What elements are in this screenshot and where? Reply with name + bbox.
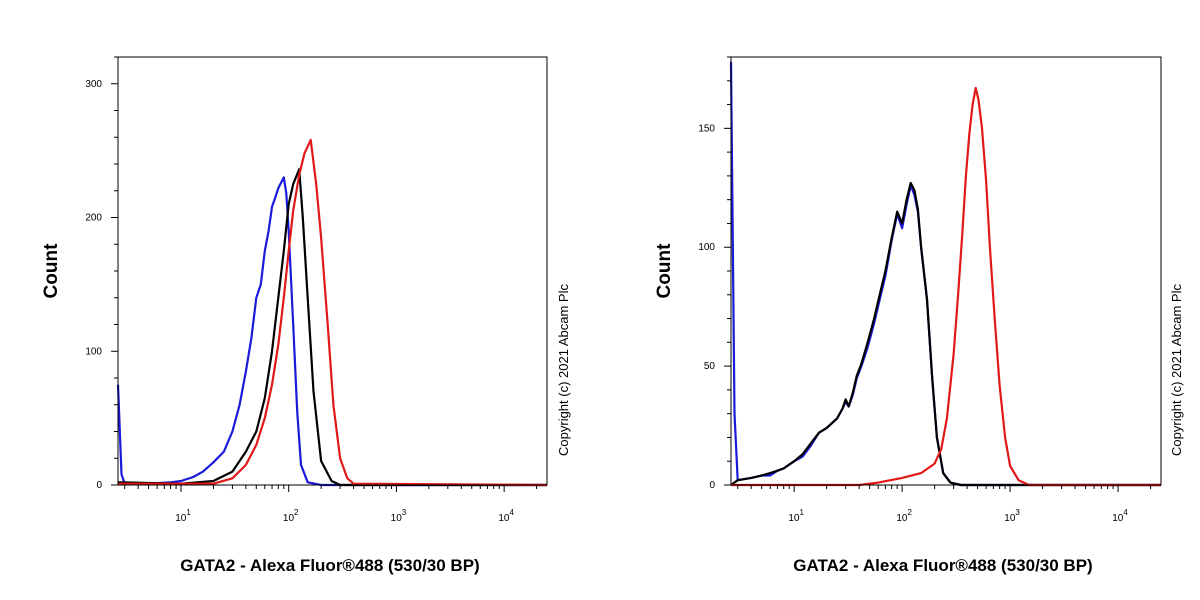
histogram-series-2 bbox=[730, 181, 1161, 487]
x-tick-label-base: 10 bbox=[391, 513, 403, 524]
copyright-notice-1: Copyright (c) 2021 Abcam Plc bbox=[556, 284, 571, 456]
histogram-series-1 bbox=[116, 176, 547, 487]
series-layer-2 bbox=[729, 61, 1161, 487]
x-axis-title-1: GATA2 - Alexa Fluor®488 (530/30 BP) bbox=[180, 556, 479, 575]
x-tick-label-base: 10 bbox=[896, 513, 908, 524]
x-tick-label-base: 10 bbox=[498, 513, 510, 524]
y-tick-label: 150 bbox=[698, 123, 715, 134]
x-axis-title-2: GATA2 - Alexa Fluor®488 (530/30 BP) bbox=[793, 556, 1092, 575]
x-tick-label: 101 bbox=[788, 508, 804, 524]
x-tick-label-exponent: 3 bbox=[1015, 508, 1020, 517]
histogram-series-2 bbox=[117, 168, 547, 487]
y-tick-label: 100 bbox=[698, 242, 715, 253]
x-tick-label-base: 10 bbox=[1112, 513, 1124, 524]
y-axis-title-2: Count bbox=[654, 243, 675, 299]
x-tick-label: 101 bbox=[175, 508, 191, 524]
x-tick-label-exponent: 2 bbox=[907, 508, 912, 517]
copyright-notice-2: Copyright (c) 2021 Abcam Plc bbox=[1169, 284, 1184, 456]
x-tick-label-exponent: 4 bbox=[509, 508, 514, 517]
x-tick-label-exponent: 4 bbox=[1123, 508, 1128, 517]
y-ticks-2: 0 50 100 150 bbox=[698, 56, 731, 491]
x-tick-label: 104 bbox=[498, 508, 514, 524]
histogram-series-3 bbox=[731, 86, 1161, 487]
y-tick-label: 0 bbox=[709, 480, 715, 491]
x-tick-label: 103 bbox=[391, 508, 407, 524]
plot-frame-1 bbox=[117, 56, 548, 486]
y-tick-label: 50 bbox=[704, 361, 716, 372]
histogram-series-3 bbox=[118, 138, 548, 487]
y-ticks-1: 0 100 200 300 bbox=[85, 56, 118, 491]
x-tick-label: 103 bbox=[1004, 508, 1020, 524]
y-axis-title-1: Count bbox=[41, 243, 62, 299]
x-tick-label: 102 bbox=[283, 508, 299, 524]
x-tick-label-exponent: 1 bbox=[799, 508, 804, 517]
x-tick-label-exponent: 2 bbox=[294, 508, 299, 517]
series-layer-1 bbox=[116, 138, 548, 487]
x-tick-label: 102 bbox=[896, 508, 912, 524]
x-tick-label-base: 10 bbox=[283, 513, 295, 524]
x-tick-label-base: 10 bbox=[788, 513, 800, 524]
x-tick-label-exponent: 3 bbox=[402, 508, 407, 517]
x-tick-label: 104 bbox=[1112, 508, 1128, 524]
y-tick-label: 300 bbox=[85, 79, 102, 90]
y-tick-label: 0 bbox=[96, 480, 102, 491]
y-tick-label: 100 bbox=[85, 346, 102, 357]
y-tick-label: 200 bbox=[85, 213, 102, 224]
x-tick-label-base: 10 bbox=[1004, 513, 1016, 524]
x-tick-label-exponent: 1 bbox=[186, 508, 191, 517]
x-tick-label-base: 10 bbox=[175, 513, 187, 524]
